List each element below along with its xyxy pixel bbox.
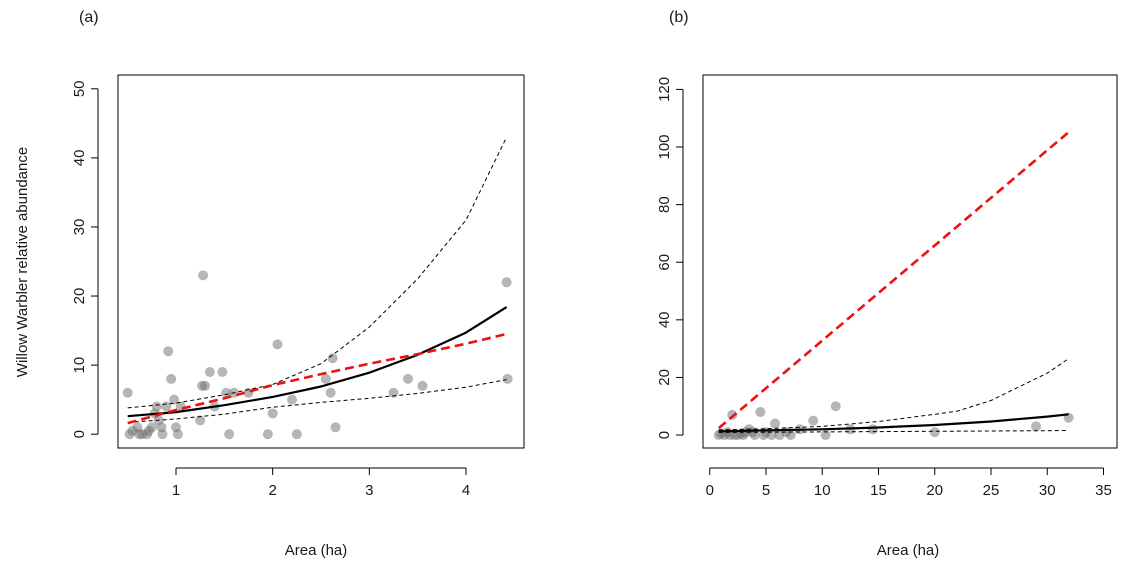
- panel-a-x-tick-label: 4: [462, 482, 470, 499]
- panel-a-data-point: [217, 367, 228, 378]
- panel-b-plot-box: [702, 74, 1118, 449]
- panel-a-data-point: [146, 422, 157, 433]
- panel-b-x-tick-label: 10: [814, 482, 831, 499]
- panel-b-data-point: [929, 427, 940, 438]
- panel-b-data-point: [785, 430, 796, 441]
- panel-a-y-tick-label: 0: [71, 430, 88, 438]
- panel-a-data-point: [224, 429, 235, 440]
- panel-b-x-tick-label: 25: [983, 482, 1000, 499]
- panel-b-curves: [717, 130, 1071, 433]
- panel-a-data-point: [195, 415, 206, 426]
- panel-a-data-point: [198, 270, 209, 281]
- panel-a-data-point: [157, 429, 168, 440]
- panel-a-data-point: [501, 277, 512, 288]
- panel-a-y-tick-label: 30: [71, 219, 88, 236]
- panel-b-y-tick-label: 100: [656, 134, 673, 159]
- panel-b-x-tick-label: 15: [870, 482, 887, 499]
- panel-a-data-point: [161, 401, 172, 412]
- panel-a-data-point: [330, 422, 341, 433]
- panel-b-data-point: [830, 401, 841, 412]
- panel-a-y-tick-label: 10: [71, 357, 88, 374]
- panel-b-x-tick-label: 0: [706, 482, 714, 499]
- panel-a-curves: [127, 136, 508, 425]
- panel-b-x-tick-label: 5: [762, 482, 770, 499]
- panel-a-x-tick-label: 2: [268, 482, 276, 499]
- panel-b-points: [713, 401, 1074, 441]
- panel-a-data-point: [327, 353, 338, 364]
- panel-a-solid-black-curve: [127, 306, 508, 418]
- panel-a-data-point: [172, 429, 183, 440]
- panel-b-data-point: [770, 418, 780, 429]
- panel-a-dashed-black-upper-curve: [127, 136, 508, 409]
- panel-b-data-point: [867, 424, 878, 435]
- panel-b-y-tick-label: 60: [656, 254, 673, 271]
- panel-b-y-tick-label: 40: [656, 311, 673, 328]
- panel-a-data-point: [166, 373, 177, 384]
- panel-a-y-tick-label: 50: [71, 80, 88, 97]
- panel-a-data-point: [267, 408, 278, 419]
- panel-a-data-point: [287, 394, 297, 405]
- panel-b-solid-black-curve: [718, 413, 1069, 433]
- panel-a-data-point: [200, 380, 210, 391]
- panel-a-x-tick-label: 1: [172, 482, 180, 499]
- panel-b-data-point: [820, 430, 831, 441]
- panel-b-dashed-black-upper-curve: [718, 358, 1069, 431]
- panel-b-y-tick-label: 120: [656, 77, 673, 102]
- panel-a-dashed-black-lower-curve: [127, 379, 507, 423]
- panel-b-x-tick-label: 35: [1095, 482, 1112, 499]
- panel-b-x-tick-label: 20: [926, 482, 943, 499]
- panel-a-label: (a): [79, 9, 99, 26]
- panel-a-y-axis-title: Willow Warbler relative abundance: [14, 147, 31, 377]
- panel-b-label: (b): [669, 9, 689, 26]
- panel-a-data-point: [291, 429, 302, 440]
- panel-a-points: [122, 270, 513, 440]
- panel-a-data-point: [151, 401, 162, 412]
- panel-a-y-tick-label: 40: [71, 150, 88, 167]
- panel-b-dashed-black-lower-curve: [718, 429, 1069, 433]
- panel-b-y-tick-label: 0: [656, 431, 673, 439]
- panel-b-axes: 0 5 10 15 20 25 30 35 0 20 40 60 80 100 120: [656, 77, 1112, 499]
- panel-a-data-point: [163, 346, 174, 357]
- panel-a-data-point: [403, 373, 413, 384]
- panel-a-dashed-red-curve: [127, 332, 507, 425]
- panel-a-data-point: [272, 339, 283, 350]
- panel-b-data-point: [808, 415, 819, 426]
- panel-a-data-point: [325, 387, 336, 398]
- panel-a-data-point: [502, 373, 513, 384]
- panel-b-data-point: [1031, 421, 1041, 432]
- panel-a-data-point: [417, 380, 428, 391]
- panel-b-x-tick-label: 30: [1039, 482, 1056, 499]
- panel-a-data-point: [262, 429, 273, 440]
- panel-b-y-tick-label: 20: [656, 369, 673, 386]
- panel-a-x-axis-title: Area (ha): [285, 542, 348, 559]
- panel-b-dashed-red-curve: [717, 130, 1071, 430]
- panel-a-data-point: [204, 367, 215, 378]
- panel-a-x-tick-label: 3: [365, 482, 373, 499]
- panel-a-data-point: [320, 373, 331, 384]
- panel-b: (b) 0 5 10 15 20 25 30 35 0 20 40 60 80 100 120 Area (…: [656, 9, 1118, 559]
- panel-a-data-point: [122, 387, 133, 398]
- panel-a-data-point: [221, 387, 232, 398]
- panel-b-x-axis-title: Area (ha): [877, 542, 940, 559]
- panel-b-data-point: [755, 406, 766, 417]
- panel-a-y-tick-label: 20: [71, 288, 88, 305]
- panel-a-data-point: [169, 394, 180, 405]
- panel-a-plot-box: [117, 74, 525, 449]
- panel-b-y-tick-label: 80: [656, 196, 673, 213]
